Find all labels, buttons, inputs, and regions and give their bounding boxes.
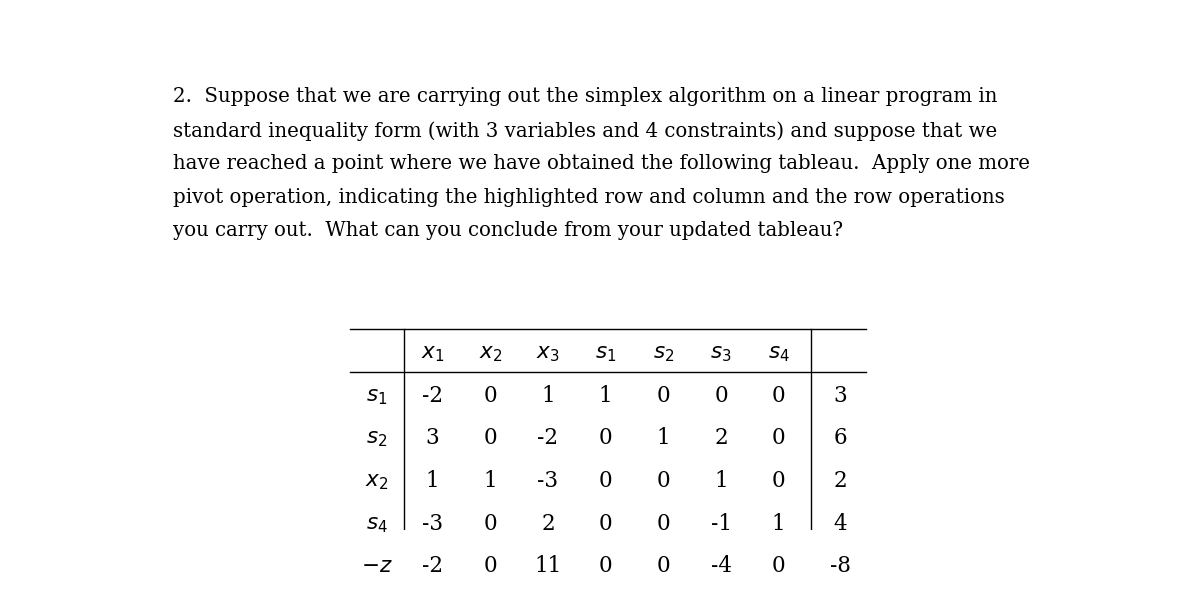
Text: 2: 2 [834, 470, 847, 492]
Text: 0: 0 [484, 513, 497, 534]
Text: 0: 0 [484, 555, 497, 577]
Text: $s_3$: $s_3$ [710, 342, 732, 364]
Text: 3: 3 [426, 427, 439, 449]
Text: 0: 0 [772, 427, 786, 449]
Text: pivot operation, indicating the highlighted row and column and the row operation: pivot operation, indicating the highligh… [173, 188, 1006, 207]
Text: 3: 3 [834, 385, 847, 407]
Text: 0: 0 [772, 470, 786, 492]
Text: $x_3$: $x_3$ [536, 342, 560, 364]
Text: -8: -8 [830, 555, 851, 577]
Text: 1: 1 [599, 385, 612, 407]
Text: 2.  Suppose that we are carrying out the simplex algorithm on a linear program i: 2. Suppose that we are carrying out the … [173, 87, 997, 107]
Text: 1: 1 [772, 513, 786, 534]
Text: -1: -1 [710, 513, 732, 534]
Text: -2: -2 [422, 555, 443, 577]
Text: 0: 0 [599, 470, 612, 492]
Text: 0: 0 [772, 555, 786, 577]
Text: -3: -3 [538, 470, 559, 492]
Text: $s_4$: $s_4$ [768, 342, 790, 364]
Text: $s_2$: $s_2$ [366, 427, 388, 449]
Text: $x_1$: $x_1$ [421, 342, 444, 364]
Text: -4: -4 [710, 555, 732, 577]
Text: 1: 1 [484, 470, 497, 492]
Text: 11: 11 [534, 555, 562, 577]
Text: $s_1$: $s_1$ [366, 385, 388, 407]
Text: 0: 0 [599, 427, 612, 449]
Text: $s_1$: $s_1$ [595, 342, 617, 364]
Text: standard inequality form (with 3 variables and 4 constraints) and suppose that w: standard inequality form (with 3 variabl… [173, 121, 997, 140]
Text: $x_2$: $x_2$ [365, 470, 389, 492]
Text: $-z$: $-z$ [361, 555, 392, 577]
Text: 0: 0 [656, 470, 670, 492]
Text: have reached a point where we have obtained the following tableau.  Apply one mo: have reached a point where we have obtai… [173, 154, 1031, 173]
Text: -2: -2 [422, 385, 443, 407]
Text: you carry out.  What can you conclude from your updated tableau?: you carry out. What can you conclude fro… [173, 221, 844, 240]
Text: 0: 0 [599, 555, 612, 577]
Text: 0: 0 [484, 427, 497, 449]
Text: $s_4$: $s_4$ [366, 513, 388, 534]
Text: 0: 0 [714, 385, 728, 407]
Text: 6: 6 [834, 427, 847, 449]
Text: 1: 1 [714, 470, 728, 492]
Text: 1: 1 [541, 385, 554, 407]
Text: $x_2$: $x_2$ [479, 342, 502, 364]
Text: 0: 0 [656, 513, 670, 534]
Text: 2: 2 [541, 513, 554, 534]
Text: 2: 2 [714, 427, 728, 449]
Text: 1: 1 [426, 470, 439, 492]
Text: $s_2$: $s_2$ [653, 342, 674, 364]
Text: 0: 0 [656, 555, 670, 577]
Text: 4: 4 [834, 513, 847, 534]
Text: 0: 0 [484, 385, 497, 407]
Text: -2: -2 [538, 427, 559, 449]
Text: 1: 1 [656, 427, 670, 449]
Text: -3: -3 [422, 513, 443, 534]
Text: 0: 0 [656, 385, 670, 407]
Text: 0: 0 [772, 385, 786, 407]
Text: 0: 0 [599, 513, 612, 534]
